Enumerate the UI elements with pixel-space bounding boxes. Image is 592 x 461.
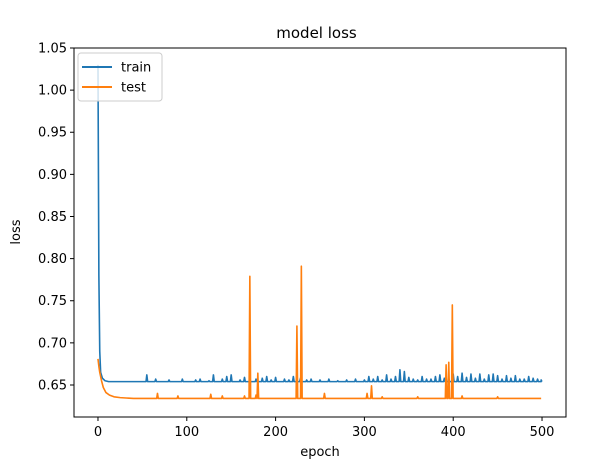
y-tick-label: 0.65 xyxy=(38,378,67,393)
series-line-train xyxy=(97,64,543,383)
x-tick-label: 100 xyxy=(174,425,199,440)
y-tick-label: 1.05 xyxy=(38,42,67,57)
y-tick-label: 0.85 xyxy=(38,210,67,225)
legend-label-train: train xyxy=(121,61,151,76)
y-tick-label: 0.75 xyxy=(38,294,67,309)
chart-title: model loss xyxy=(276,24,357,42)
legend-label-test: test xyxy=(121,81,146,96)
plot-area xyxy=(97,64,543,400)
y-tick-label: 0.90 xyxy=(38,168,67,183)
y-tick-label: 0.95 xyxy=(38,126,67,141)
axes-frame xyxy=(73,47,567,418)
x-tick-label: 200 xyxy=(263,425,288,440)
x-tick-label: 400 xyxy=(441,425,466,440)
axis-ticks: 0 100 200 300 400 500 0.65 0.70 0.75 0.80 0.85 0.90… xyxy=(38,42,554,441)
x-tick-label: 0 xyxy=(94,425,102,440)
legend: train test xyxy=(77,52,163,102)
y-tick-label: 0.70 xyxy=(38,336,67,351)
y-tick-label: 0.80 xyxy=(38,252,67,267)
y-tick-label: 1.00 xyxy=(38,84,67,99)
x-tick-label: 300 xyxy=(352,425,377,440)
legend-box xyxy=(77,52,163,102)
x-tick-label: 500 xyxy=(530,425,555,440)
series-line-test xyxy=(97,265,542,400)
y-axis-label: loss xyxy=(9,219,24,244)
x-axis-label: epoch xyxy=(300,445,340,460)
